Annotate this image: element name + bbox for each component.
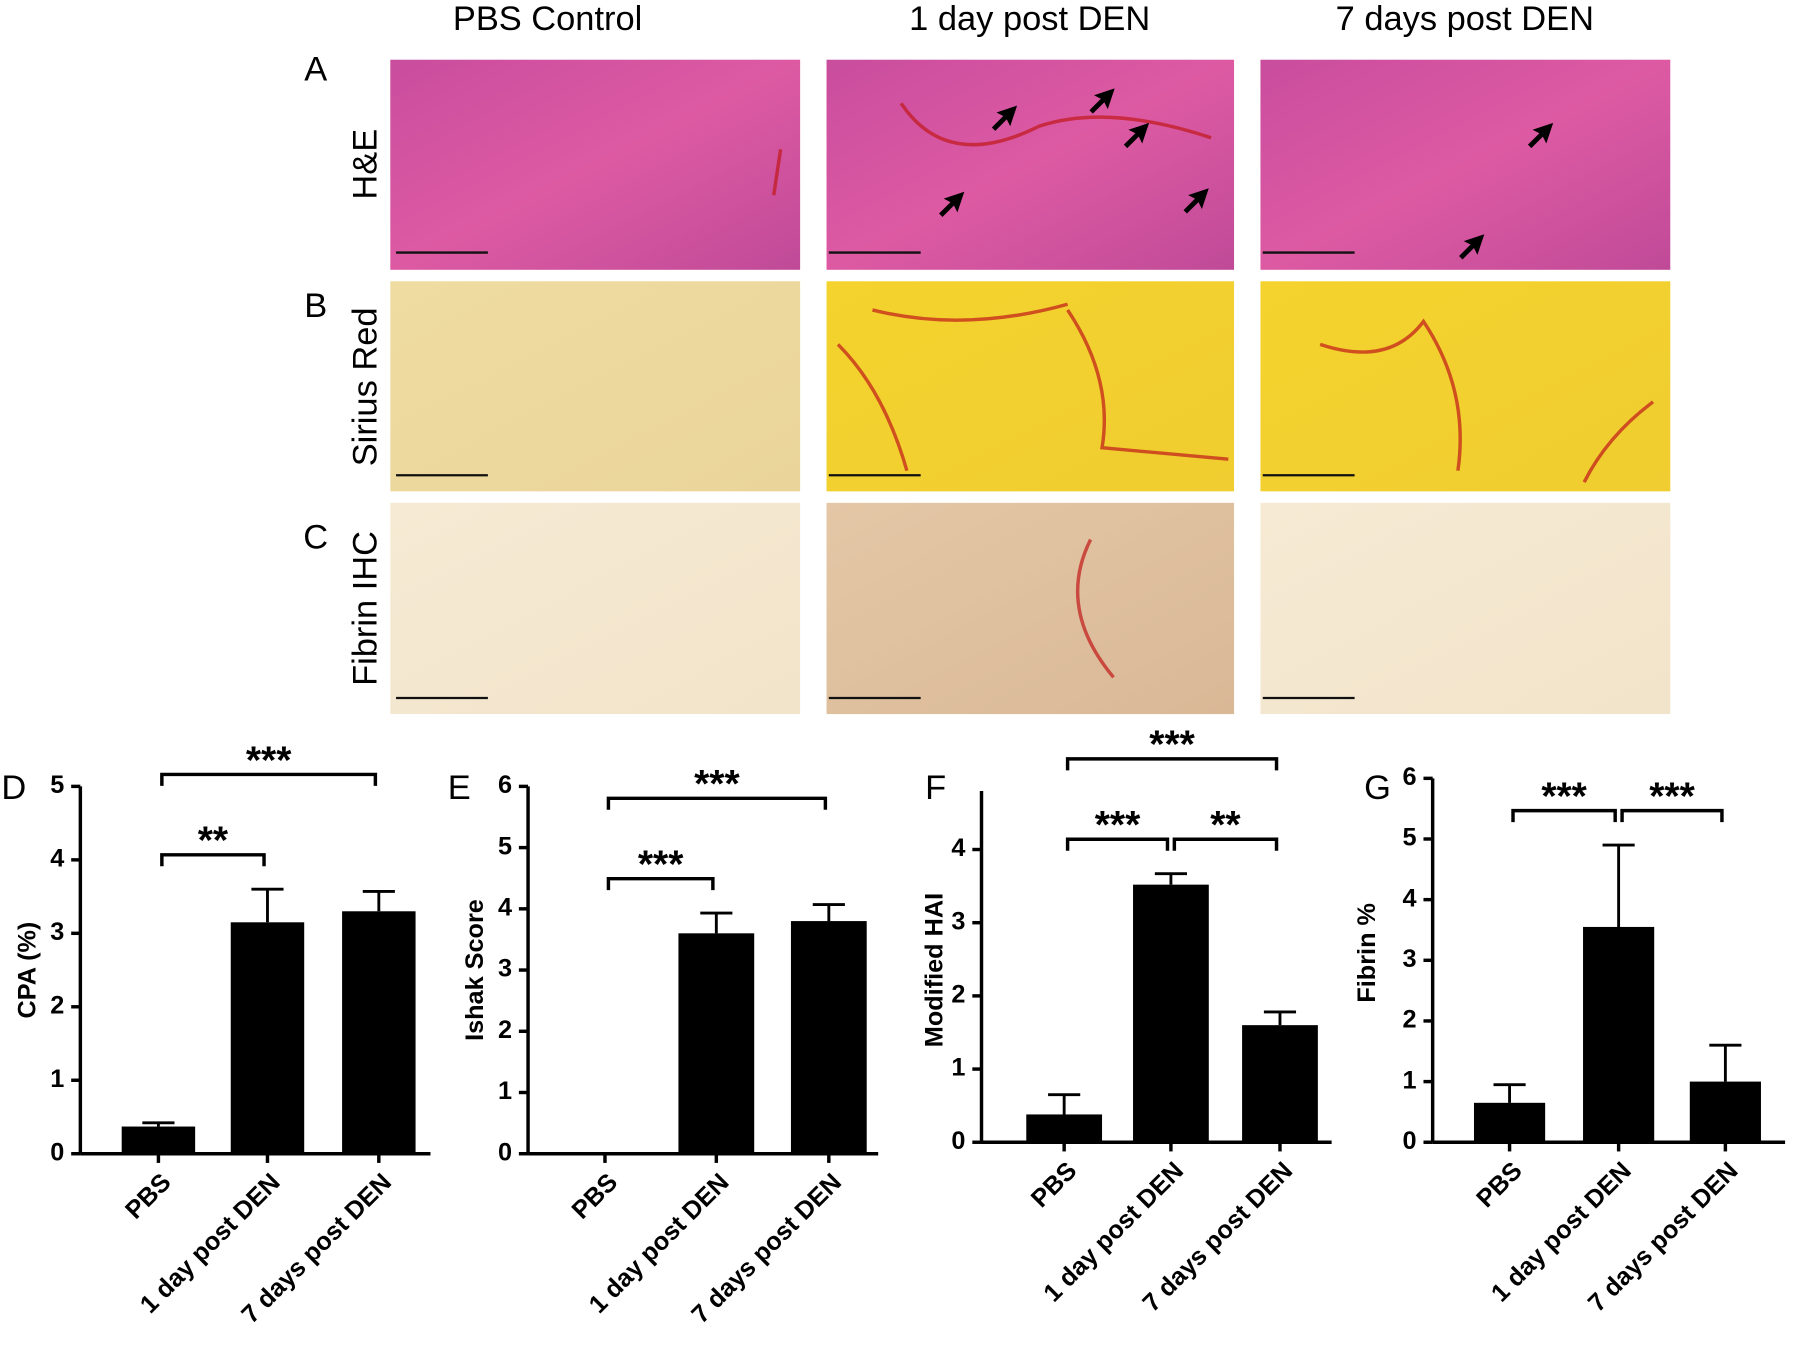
x-tick-label: PBS (1026, 1157, 1083, 1214)
significance-bracket (160, 853, 266, 867)
bar (1026, 1114, 1103, 1143)
panel-letter: F (925, 769, 946, 807)
error-bar (142, 1121, 175, 1127)
y-tick-label: 0 (50, 1138, 64, 1166)
bar (121, 1126, 196, 1154)
y-tick-label: 1 (951, 1054, 965, 1082)
y-tick-label: 1 (1403, 1066, 1417, 1094)
x-tick-label: PBS (567, 1168, 624, 1225)
error-bar (1154, 872, 1187, 885)
y-tick-label: 5 (498, 832, 512, 860)
y-tick-label: 0 (1403, 1127, 1417, 1155)
error-bar (251, 887, 284, 923)
y-tick-label: 3 (498, 955, 512, 983)
y-tick-label: 2 (498, 1016, 512, 1044)
micrograph (390, 502, 801, 715)
y-axis-label: CPA (%) (13, 922, 41, 1019)
row-label: Fibrin IHC (346, 531, 384, 686)
significance-label: ** (1210, 804, 1241, 847)
significance-bracket (1620, 808, 1724, 823)
micrograph (1260, 502, 1671, 715)
y-axis-label: Ishak Score (461, 899, 489, 1041)
significance-bracket (606, 796, 828, 810)
bar (1242, 1025, 1318, 1143)
micrograph (390, 281, 801, 492)
y-tick-label: 3 (951, 907, 965, 935)
error-bar (1602, 843, 1635, 927)
panel-letter: G (1364, 769, 1391, 807)
y-tick-label: 5 (50, 771, 64, 799)
significance-label: *** (1649, 775, 1695, 818)
y-tick-label: 3 (1403, 945, 1417, 973)
error-bar (1048, 1093, 1081, 1115)
error-bar (1709, 1043, 1742, 1082)
y-tick-label: 6 (498, 771, 512, 799)
bar (1689, 1081, 1761, 1143)
column-header: PBS Control (453, 0, 642, 38)
panel-letter: C (303, 519, 328, 557)
significance-label: *** (694, 763, 740, 806)
bar (342, 911, 416, 1154)
bar (1583, 926, 1655, 1143)
bar (678, 933, 755, 1154)
significance-bracket (1511, 808, 1617, 823)
significance-label: ** (198, 820, 229, 863)
significance-bracket (160, 772, 378, 786)
micrograph (1260, 281, 1671, 492)
y-tick-label: 1 (50, 1065, 64, 1093)
y-tick-label: 3 (50, 918, 64, 946)
significance-bracket (1172, 837, 1279, 851)
row-label: Sirius Red (346, 308, 384, 467)
x-tick-label: PBS (1471, 1157, 1528, 1214)
significance-label: *** (1149, 724, 1195, 767)
bar (230, 922, 305, 1154)
y-tick-label: 4 (951, 834, 965, 862)
significance-bracket (1065, 837, 1170, 851)
y-tick-label: 1 (498, 1077, 512, 1105)
significance-bracket (606, 876, 715, 891)
micrographs (390, 59, 1671, 715)
significance-label: *** (638, 844, 684, 887)
y-tick-label: 0 (951, 1127, 965, 1155)
y-tick-label: 2 (1403, 1006, 1417, 1034)
y-tick-label: 0 (498, 1138, 512, 1166)
y-tick-label: 2 (50, 991, 64, 1019)
significance-label: *** (1541, 775, 1587, 818)
micrograph (826, 502, 1235, 715)
tissue-feature (772, 102, 1655, 679)
y-tick-label: 4 (498, 894, 512, 922)
micrograph (390, 59, 801, 270)
row-label: H&E (346, 129, 384, 200)
panel-letter: B (304, 287, 327, 325)
y-tick-label: 4 (50, 845, 64, 873)
panel-letter: A (304, 50, 327, 88)
error-bar (812, 903, 845, 922)
error-bar (362, 890, 395, 912)
y-axis-label: Modified HAI (920, 893, 948, 1047)
y-tick-label: 5 (1403, 824, 1417, 852)
bar (1473, 1102, 1546, 1143)
x-tick-label: PBS (120, 1168, 177, 1225)
y-axis-label: Fibrin % (1353, 903, 1381, 1003)
column-header: 1 day post DEN (909, 0, 1150, 38)
error-bar (1493, 1083, 1526, 1103)
scale-bars (396, 251, 1355, 700)
bar (1133, 884, 1209, 1143)
error-bar (1263, 1010, 1297, 1026)
significance-label: *** (1095, 804, 1141, 847)
error-bar (700, 911, 733, 934)
panel-letter: D (1, 769, 26, 807)
bar (790, 921, 867, 1154)
y-tick-label: 2 (951, 981, 965, 1009)
micrograph (1260, 59, 1671, 270)
panel-letter: E (448, 769, 471, 807)
column-header: 7 days post DEN (1336, 0, 1594, 38)
significance-bracket (1065, 757, 1279, 771)
y-tick-label: 6 (1403, 763, 1417, 791)
significance-label: *** (246, 739, 292, 782)
micrograph (826, 59, 1235, 270)
y-tick-label: 4 (1403, 884, 1417, 912)
